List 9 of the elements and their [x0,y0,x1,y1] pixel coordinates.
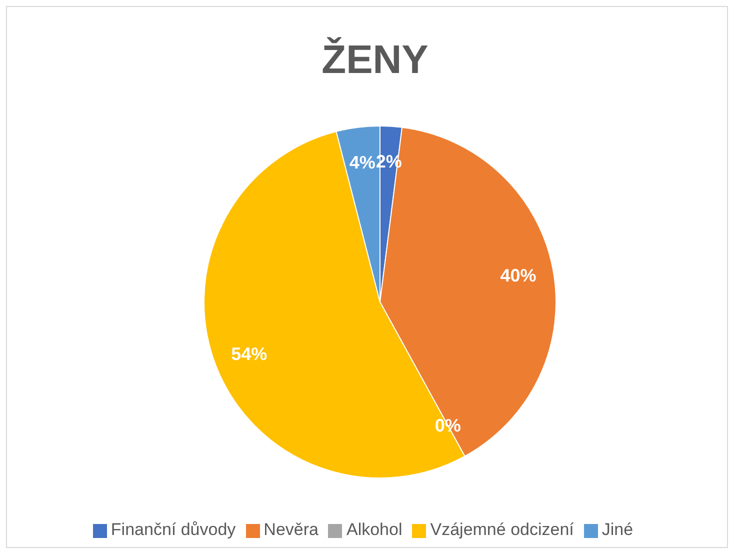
data-label: 54% [231,344,268,364]
chart-title: ŽENY [322,37,429,82]
legend-label: Nevěra [264,520,318,539]
data-label: 4% [349,152,376,172]
data-label: 40% [500,266,536,286]
legend-label: Vzájemné odcizení [430,520,574,539]
legend-label: Finanční důvody [110,520,236,539]
legend-label: Alkohol [346,520,402,539]
legend-label: Jiné [602,520,634,539]
